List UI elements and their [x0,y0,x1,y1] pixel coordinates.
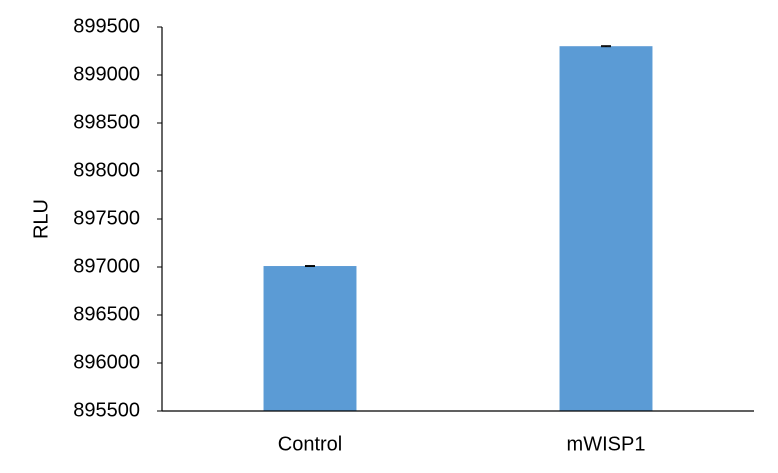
bar [559,46,653,411]
y-tick-label: 899000 [73,63,140,85]
error-bar [305,265,315,268]
y-tick-label: 898000 [73,159,140,181]
y-tick-label: 898500 [73,111,140,133]
x-tick-label: mWISP1 [567,433,646,455]
y-tick-label: 897500 [73,207,140,229]
y-tick-label: 895500 [73,399,140,421]
x-tick-label: Control [278,433,342,455]
y-tick-label: 897000 [73,255,140,277]
bar [263,266,357,411]
y-tick-label: 896000 [73,351,140,373]
y-axis-label: RLU [30,199,52,239]
error-bar [601,45,611,48]
y-tick-label: 899500 [73,15,140,37]
y-tick-label: 896500 [73,303,140,325]
